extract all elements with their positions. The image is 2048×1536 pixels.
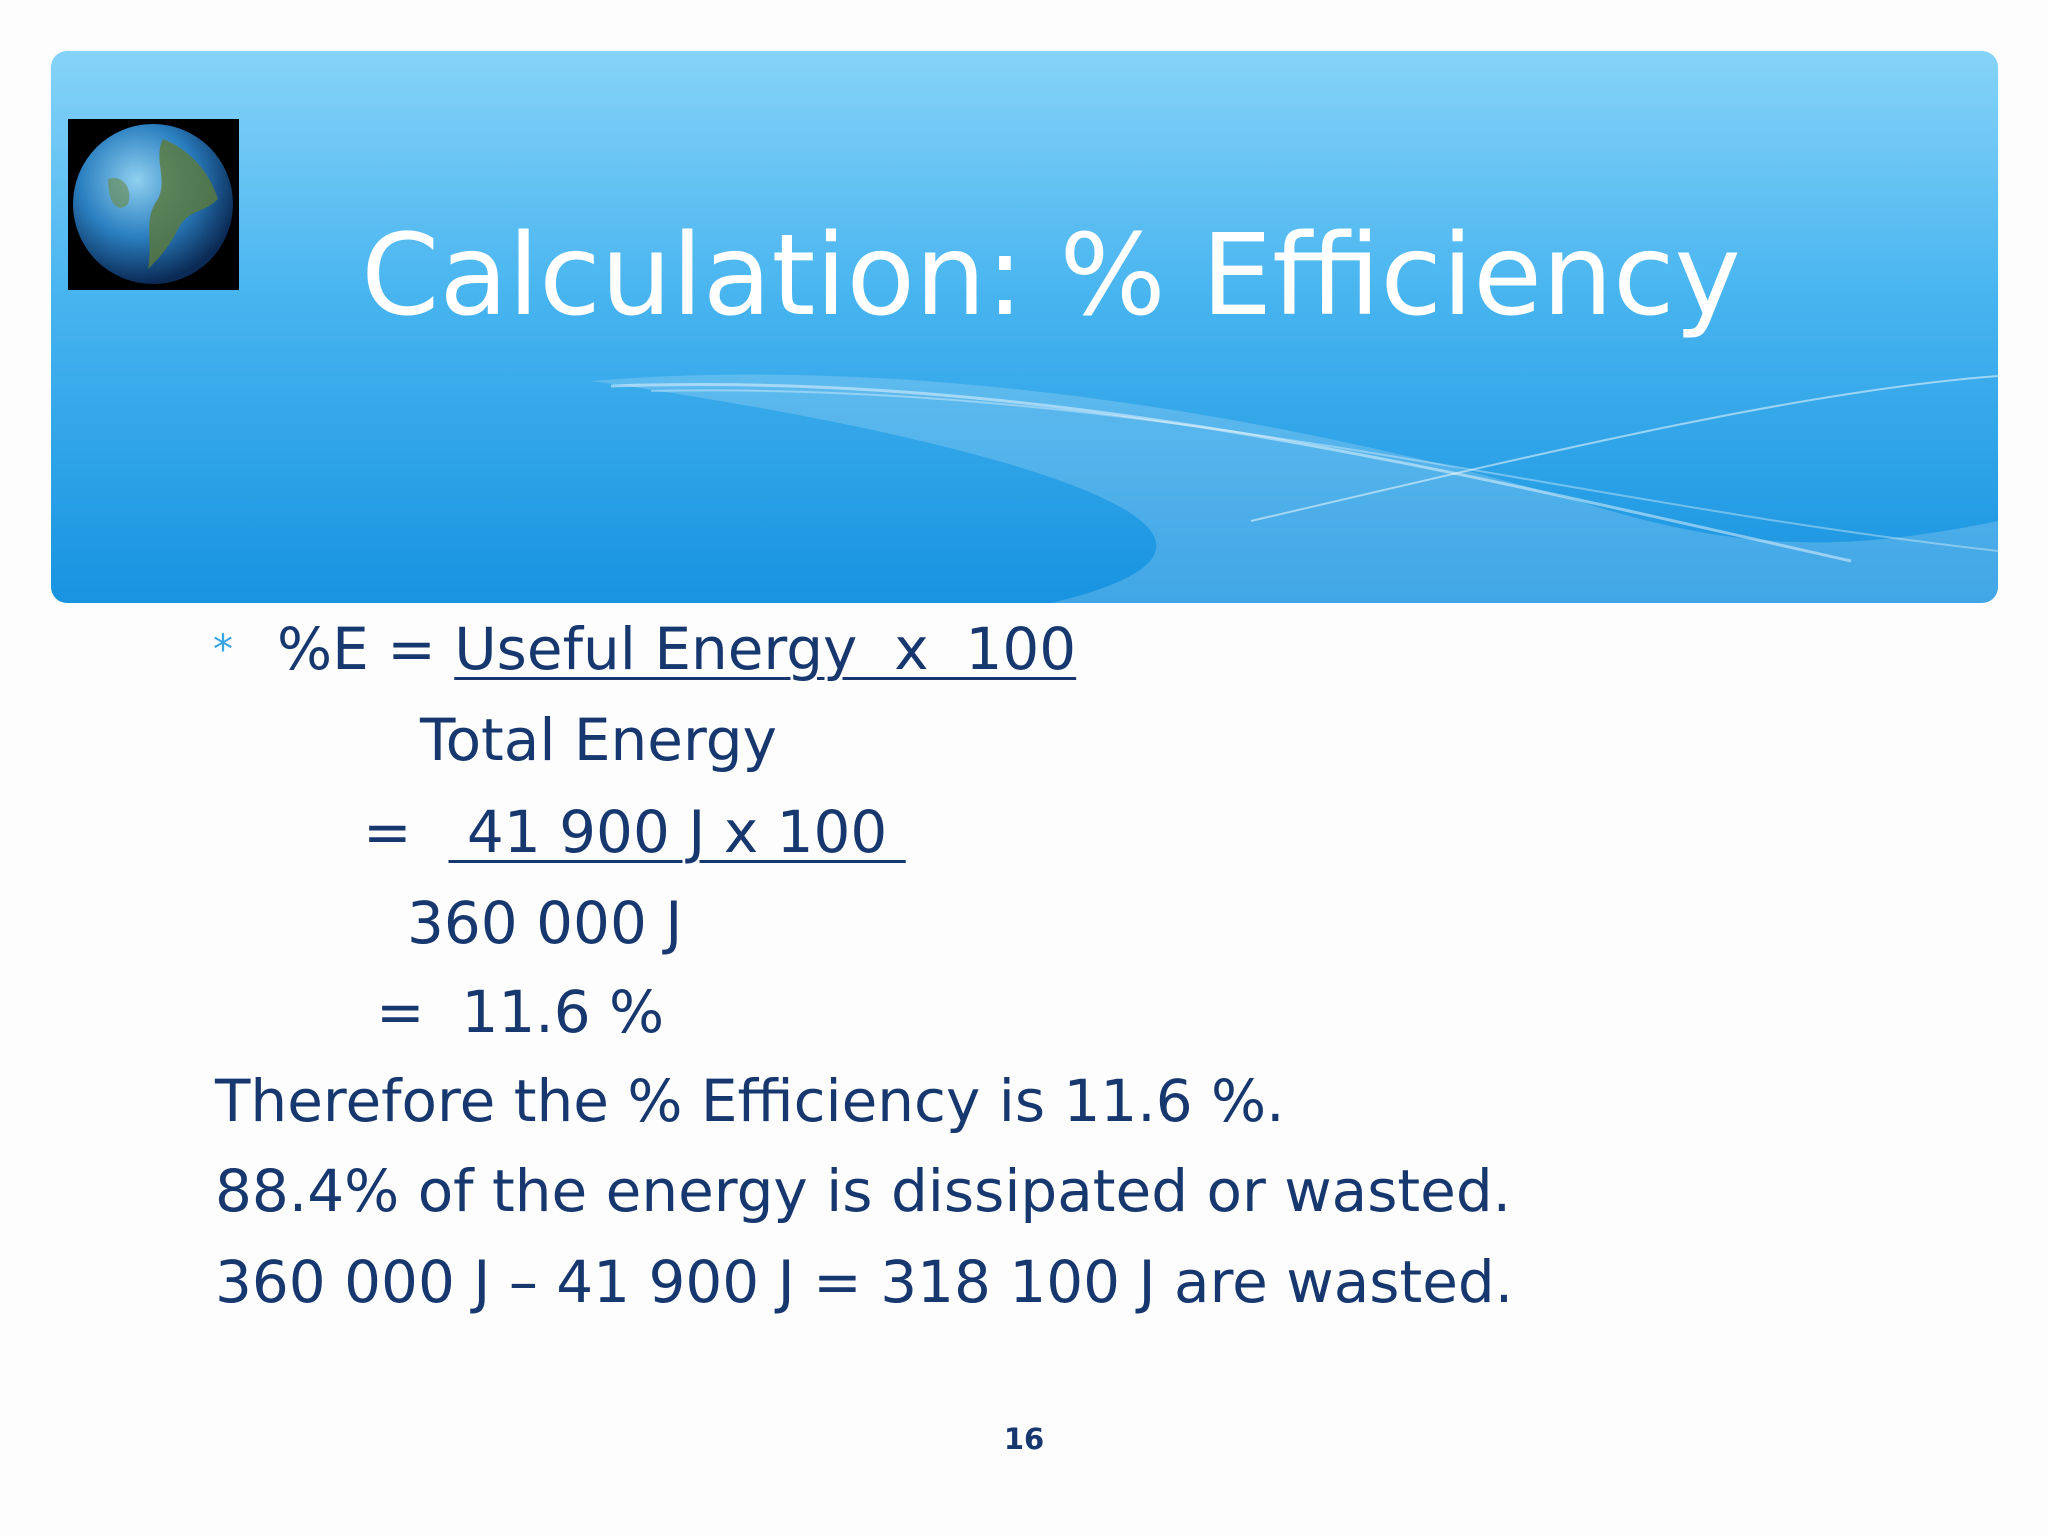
formula-line: %E = Useful Energy x 100 <box>277 614 1076 684</box>
formula-numerator: Useful Energy x 100 <box>454 615 1077 683</box>
conclusion-line: Therefore the % Efficiency is 11.6 %. <box>215 1067 1285 1135</box>
wave-decoration <box>591 374 1998 603</box>
substitution-numerator: 41 900 J x 100 <box>448 798 906 866</box>
slide-title: Calculation: % Efficiency <box>361 211 1741 341</box>
bullet-icon: * <box>213 627 233 673</box>
substitution-line: = 41 900 J x 100 <box>363 797 906 867</box>
result-line: = 11.6 % <box>376 978 665 1046</box>
equals-sign: = <box>363 798 449 866</box>
substitution-denominator: 360 000 J <box>407 889 683 957</box>
globe-image <box>68 119 239 290</box>
formula-denominator: Total Energy <box>420 706 777 774</box>
wasted-energy-line: 360 000 J – 41 900 J = 318 100 J are was… <box>215 1248 1514 1316</box>
header-banner: Calculation: % Efficiency <box>51 51 1998 603</box>
page-number: 16 <box>1003 1422 1045 1456</box>
wasted-percent-line: 88.4% of the energy is dissipated or was… <box>215 1157 1512 1225</box>
formula-lead: %E = <box>277 615 455 683</box>
